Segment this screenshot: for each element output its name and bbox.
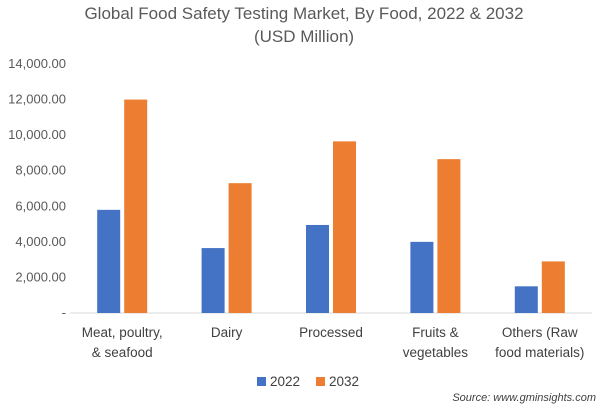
bar-2022-1	[201, 248, 225, 313]
legend-label-2032: 2032	[329, 374, 359, 389]
bar-2032-4	[541, 261, 565, 313]
bar-2032-2	[333, 141, 356, 313]
y-tick-label: 6,000.00	[15, 198, 66, 213]
bar-2032-3	[437, 159, 461, 313]
category-label: food materials)	[495, 345, 584, 360]
bars	[97, 99, 565, 313]
bar-2022-0	[97, 209, 121, 313]
source-note: Source: www.gminsights.com	[452, 392, 596, 404]
category-label: Meat, poultry,	[82, 325, 163, 340]
y-tick-label: 4,000.00	[15, 234, 66, 249]
bar-2022-3	[410, 241, 434, 313]
bar-2032-1	[228, 183, 252, 313]
legend-swatch-2022	[257, 377, 266, 386]
category-label: Processed	[299, 325, 363, 340]
legend-label-2022: 2022	[270, 374, 300, 389]
category-labels: Meat, poultry, & seafood Dairy Processed Fru…	[82, 325, 585, 360]
y-tick-label: 14,000.00	[8, 56, 66, 71]
category-label: Others (Raw	[502, 325, 578, 340]
chart-subtitle: (USD Million)	[254, 27, 354, 46]
legend-swatch-2032	[316, 377, 325, 386]
chart-title: Global Food Safety Testing Market, By Fo…	[84, 4, 523, 23]
bar-2032-0	[124, 99, 148, 313]
legend: 2022 2032	[257, 374, 359, 389]
y-tick-label: 8,000.00	[15, 163, 66, 178]
y-tick-label: 10,000.00	[8, 127, 66, 142]
y-tick-label: 12,000.00	[8, 92, 66, 107]
category-label: Fruits &	[412, 325, 459, 340]
y-tick-label: -	[62, 305, 66, 320]
chart-title-group: Global Food Safety Testing Market, By Fo…	[84, 4, 523, 46]
category-label: & seafood	[92, 345, 153, 360]
bar-2022-4	[514, 286, 538, 313]
y-axis-ticks: - 2,000.00 4,000.00 6,000.00 8,000.00 10,000.…	[8, 56, 66, 320]
y-tick-label: 2,000.00	[15, 269, 66, 284]
bar-2022-2	[306, 224, 329, 313]
category-label: vegetables	[403, 345, 469, 360]
category-label: Dairy	[211, 325, 243, 340]
